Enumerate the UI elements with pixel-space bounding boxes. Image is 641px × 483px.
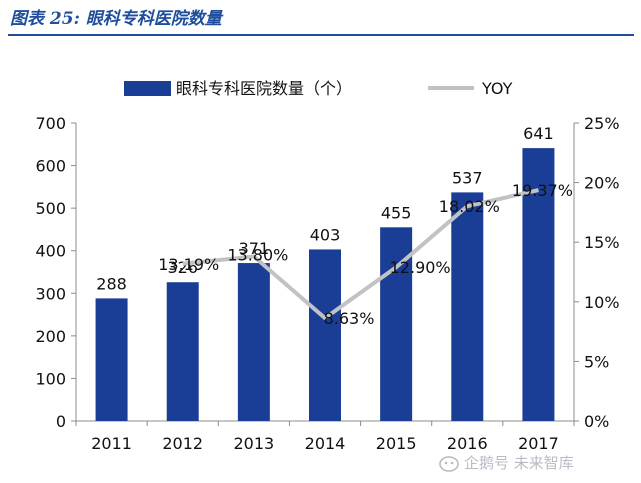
y-right-tick-label: 20% [584, 174, 620, 193]
y-left-tick-label: 100 [35, 369, 66, 388]
bar [451, 192, 484, 421]
y-left-tick-label: 300 [35, 284, 66, 303]
y-left-tick-label: 200 [35, 327, 66, 346]
bar [237, 263, 270, 421]
legend-line-label: YOY [481, 79, 513, 98]
x-tick-label: 2014 [305, 434, 346, 453]
y-left-tick-label: 700 [35, 114, 66, 133]
x-tick-label: 2017 [518, 434, 559, 453]
bar-data-label: 455 [381, 203, 412, 222]
legend-bar-swatch [124, 81, 171, 96]
legend-bar-label: 眼科专科医院数量（个） [176, 79, 352, 98]
bar [309, 249, 341, 421]
watermark-text: 企鹅号 未来智库 [464, 454, 574, 472]
bar-data-label: 288 [96, 274, 127, 293]
yoy-data-label: 13.19% [158, 255, 219, 274]
y-right-tick-label: 0% [584, 412, 609, 431]
y-left-tick-label: 0 [56, 412, 66, 431]
bar-data-label: 403 [310, 225, 341, 244]
bar [95, 298, 128, 421]
x-tick-label: 2015 [376, 434, 417, 453]
bar-data-label: 371 [239, 239, 270, 258]
bar-data-label: 537 [452, 168, 483, 187]
y-left-tick-label: 600 [35, 157, 66, 176]
y-left-tick-label: 400 [35, 242, 66, 261]
yoy-line [182, 188, 539, 321]
bar [166, 282, 199, 421]
y-right-tick-label: 25% [584, 114, 620, 133]
title-rule [8, 34, 634, 36]
yoy-data-label: 19.37% [512, 181, 573, 200]
y-right-tick-label: 15% [584, 233, 620, 252]
x-tick-label: 2012 [162, 434, 203, 453]
y-left-tick-label: 500 [35, 199, 66, 218]
bar-data-label: 641 [523, 124, 554, 143]
y-right-tick-label: 10% [584, 293, 620, 312]
figure-title: 图表 25: 眼科专科医院数量 [10, 9, 222, 29]
penguin-logo-icon [439, 455, 459, 472]
yoy-data-label: 8.63% [324, 309, 375, 328]
watermark: 企鹅号 未来智库 [438, 452, 574, 473]
yoy-data-label: 18.02% [439, 197, 500, 216]
y-right-tick-label: 5% [584, 352, 609, 371]
yoy-data-label: 13.80% [227, 246, 288, 265]
x-tick-label: 2016 [447, 434, 488, 453]
x-tick-label: 2011 [91, 434, 132, 453]
yoy-data-label: 12.90% [390, 258, 451, 277]
x-tick-label: 2013 [233, 434, 274, 453]
